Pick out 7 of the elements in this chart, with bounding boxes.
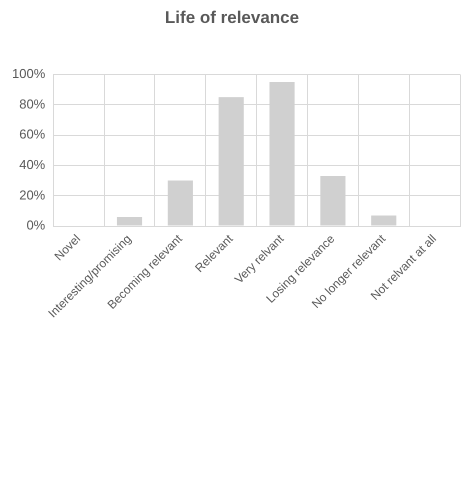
y-tick-label: 60% (19, 126, 46, 142)
chart-title: Life of relevance (164, 8, 300, 27)
y-tick-label: 80% (19, 96, 46, 112)
y-tick-label: 40% (19, 156, 46, 172)
y-tick-label: 20% (19, 187, 46, 202)
y-tick-label: 0% (26, 218, 46, 233)
y-tick-label: 100% (12, 66, 46, 81)
